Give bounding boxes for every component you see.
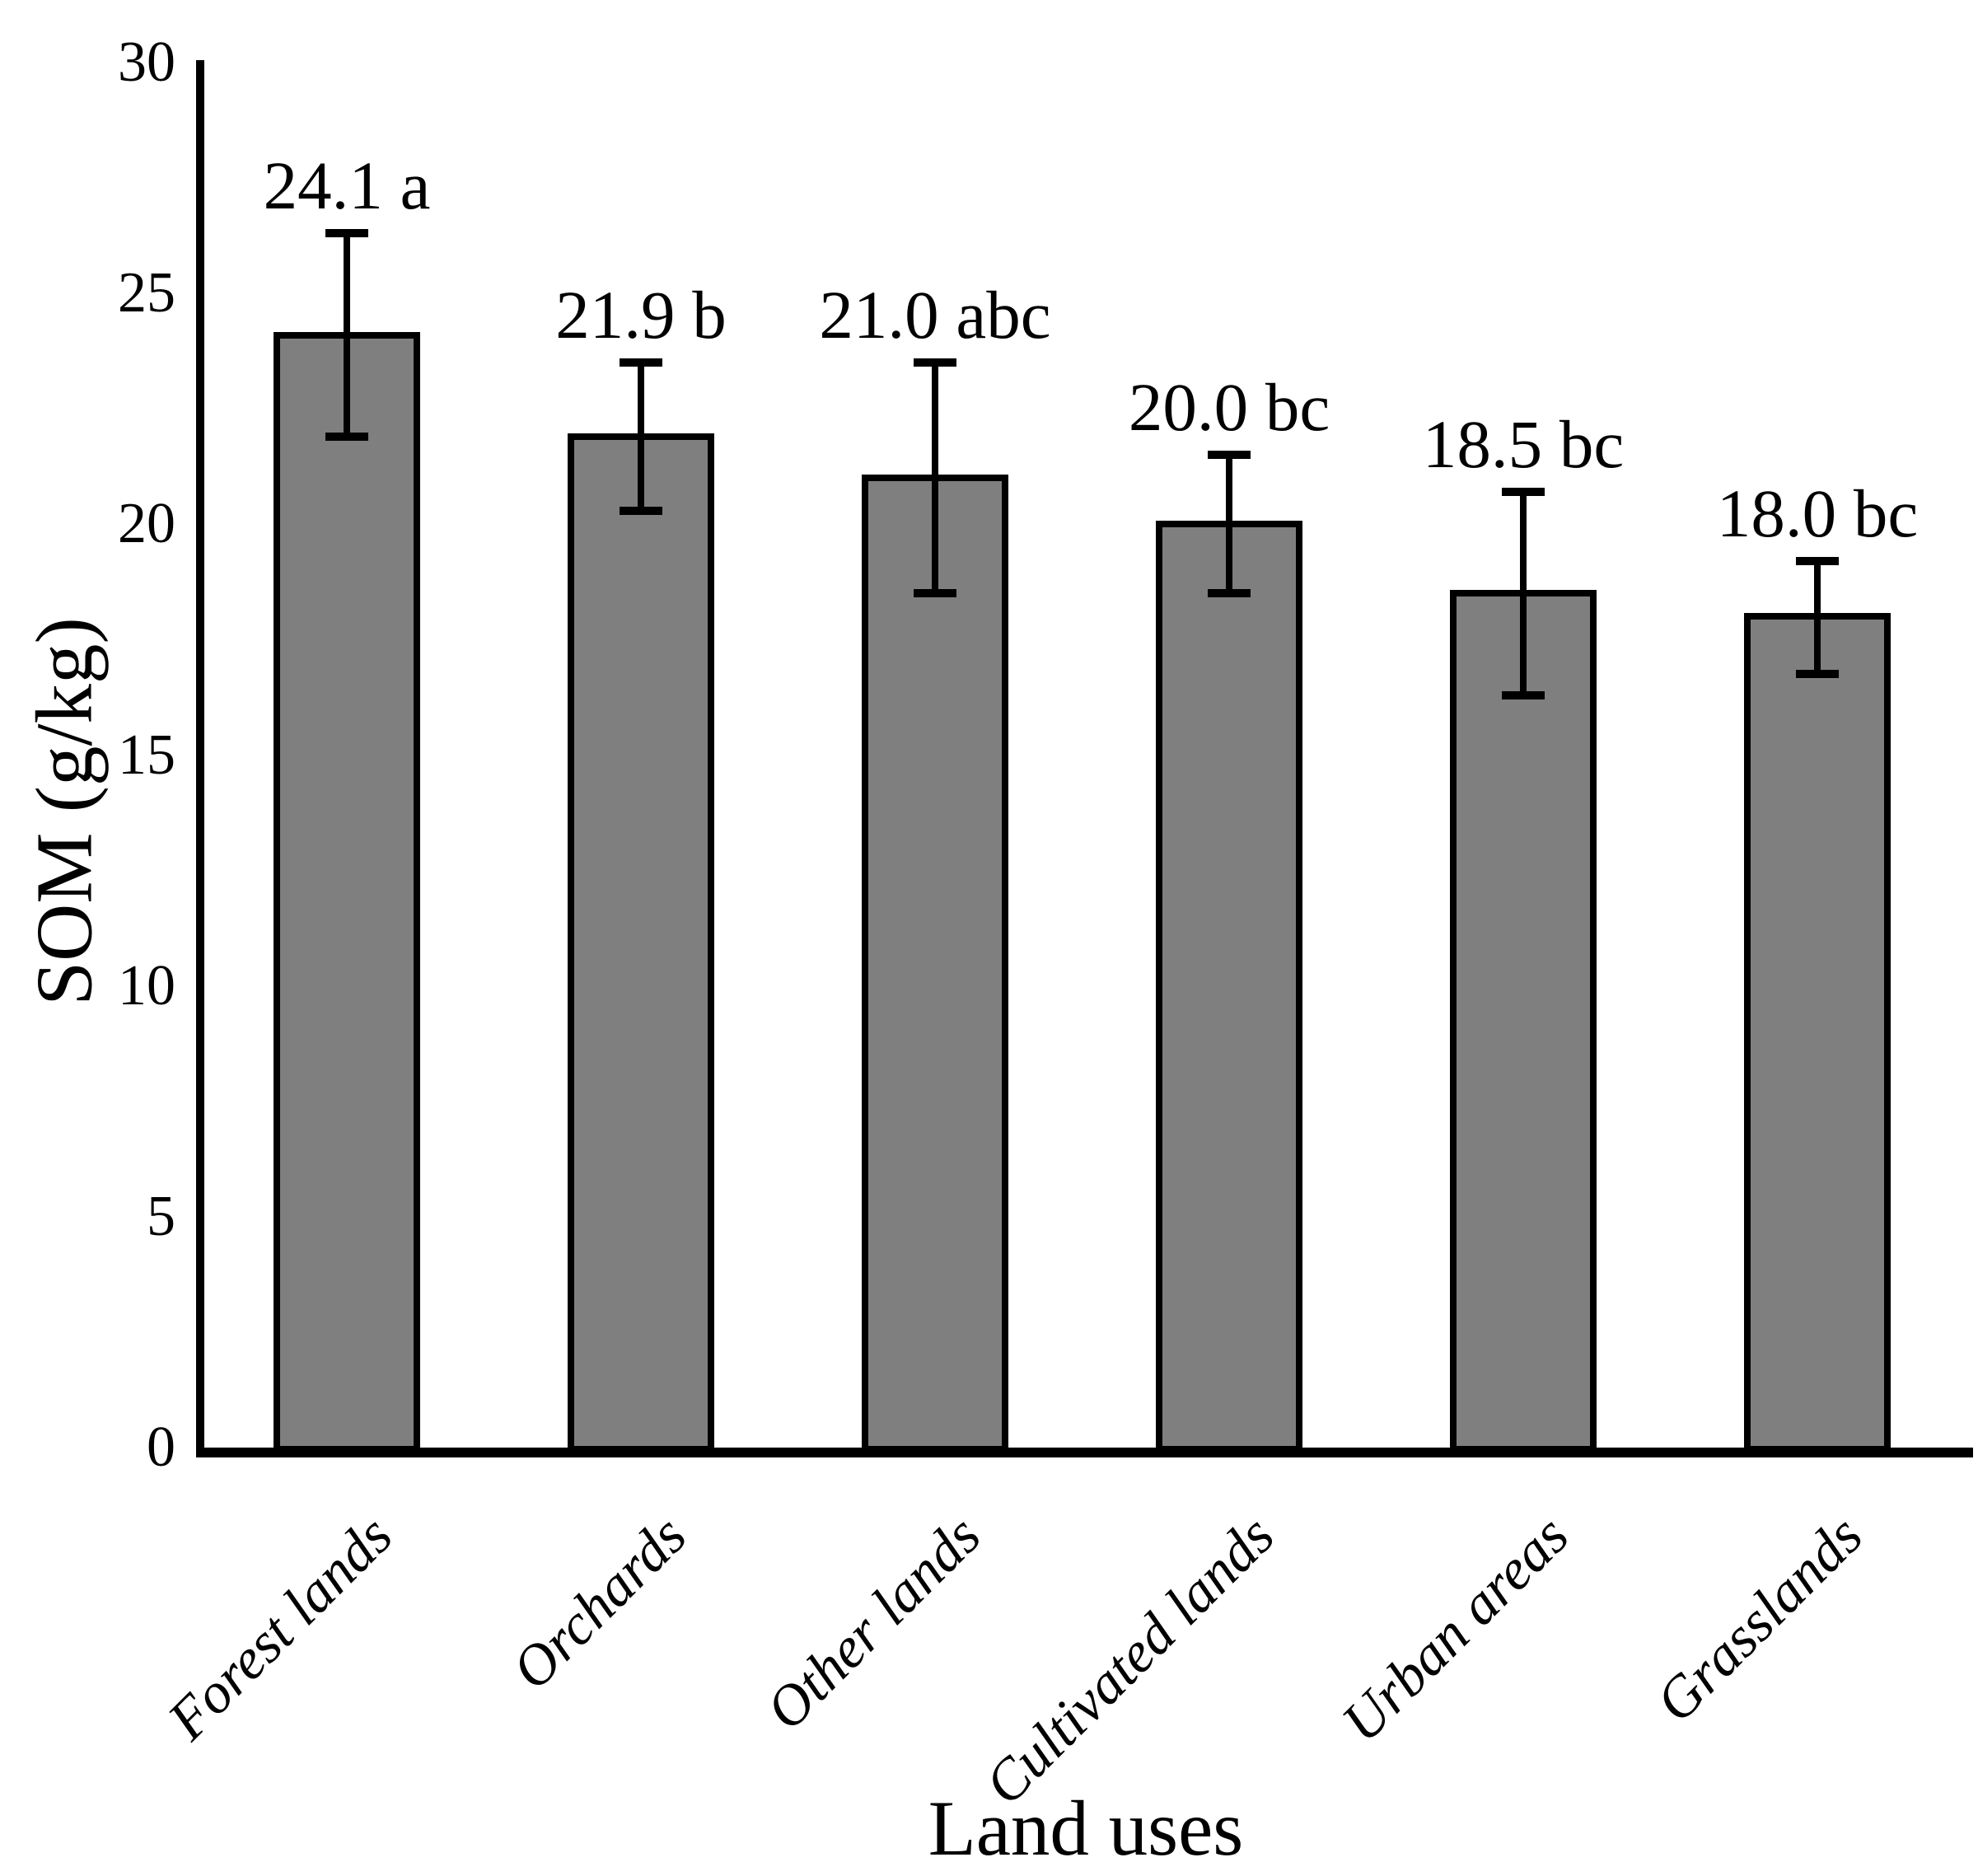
- y-axis-title: SOM (g/kg): [20, 617, 109, 1006]
- error-bar-cap-bottom: [1502, 690, 1545, 699]
- bar: [1450, 590, 1597, 1453]
- bar: [1156, 521, 1302, 1453]
- y-tick-label: 5: [147, 1184, 175, 1248]
- y-tick-label: 15: [118, 723, 175, 787]
- error-bar-line: [1814, 561, 1821, 675]
- x-category-label: Other lands: [754, 1504, 993, 1743]
- x-category-label: Grasslands: [1644, 1504, 1875, 1735]
- error-bar-line: [344, 233, 350, 437]
- x-category-label: Forest lands: [156, 1504, 404, 1752]
- x-category-label: Orchards: [500, 1504, 699, 1702]
- bar-value-label: 21.9 b: [555, 277, 727, 353]
- y-tick-label: 0: [147, 1415, 175, 1479]
- y-axis-line: [196, 60, 204, 1457]
- x-axis-title: Land uses: [928, 1785, 1244, 1872]
- error-bar-cap-top: [620, 358, 662, 367]
- y-tick-label: 20: [118, 492, 175, 556]
- error-bar-cap-top: [1208, 451, 1251, 460]
- bar-value-label: 18.0 bc: [1716, 475, 1919, 552]
- x-category-label: Cultivated lands: [973, 1504, 1287, 1818]
- error-bar-cap-top: [1796, 557, 1839, 566]
- y-tick-label: 10: [118, 953, 175, 1018]
- bar-value-label: 20.0 bc: [1128, 369, 1330, 446]
- error-bar-cap-bottom: [325, 432, 368, 441]
- bar: [862, 475, 1008, 1453]
- error-bar-cap-top: [1502, 488, 1545, 497]
- error-bar-line: [932, 363, 938, 594]
- error-bar-line: [638, 363, 644, 511]
- x-axis-line: [196, 1448, 1973, 1457]
- error-bar-cap-bottom: [914, 589, 956, 598]
- y-tick-label: 30: [118, 30, 175, 94]
- error-bar-cap-bottom: [620, 506, 662, 515]
- y-tick-label: 25: [118, 261, 175, 325]
- bar: [1744, 613, 1891, 1453]
- bar-value-label: 21.0 abc: [819, 277, 1051, 353]
- bar: [274, 331, 420, 1453]
- error-bar-cap-bottom: [1208, 589, 1251, 598]
- bar-value-label: 18.5 bc: [1422, 406, 1625, 483]
- error-bar-cap-top: [325, 229, 368, 238]
- x-category-label: Urban areas: [1330, 1504, 1581, 1755]
- error-bar-cap-top: [914, 358, 956, 367]
- bar: [568, 433, 714, 1453]
- bar-value-label: 24.1 a: [263, 147, 431, 224]
- error-bar-line: [1520, 492, 1527, 695]
- error-bar-cap-bottom: [1796, 670, 1839, 679]
- error-bar-line: [1226, 455, 1232, 594]
